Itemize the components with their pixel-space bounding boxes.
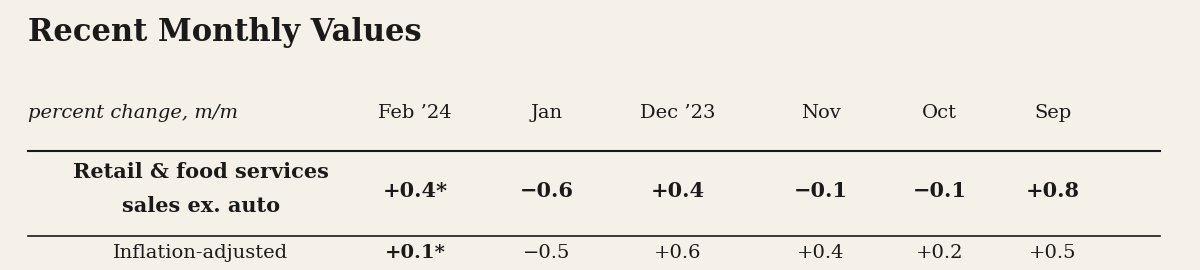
Text: Jan: Jan [530,104,563,122]
Text: Nov: Nov [800,104,840,122]
Text: Oct: Oct [922,104,958,122]
Text: −0.1: −0.1 [793,181,847,201]
Text: +0.1*: +0.1* [385,244,445,262]
Text: Retail & food services: Retail & food services [73,162,329,182]
Text: −0.1: −0.1 [913,181,967,201]
Text: Sep: Sep [1034,104,1072,122]
Text: −0.5: −0.5 [523,244,570,262]
Text: +0.4: +0.4 [797,244,845,262]
Text: Recent Monthly Values: Recent Monthly Values [28,17,421,48]
Text: +0.4*: +0.4* [383,181,448,201]
Text: Inflation-adjusted: Inflation-adjusted [113,244,288,262]
Text: sales ex. auto: sales ex. auto [121,196,280,216]
Text: −0.6: −0.6 [520,181,574,201]
Text: Feb ’24: Feb ’24 [378,104,452,122]
Text: +0.2: +0.2 [916,244,964,262]
Text: +0.6: +0.6 [654,244,701,262]
Text: +0.8: +0.8 [1026,181,1080,201]
Text: percent change, m/m: percent change, m/m [28,104,238,122]
Text: +0.5: +0.5 [1030,244,1076,262]
Text: +0.4: +0.4 [650,181,704,201]
Text: Dec ’23: Dec ’23 [640,104,715,122]
